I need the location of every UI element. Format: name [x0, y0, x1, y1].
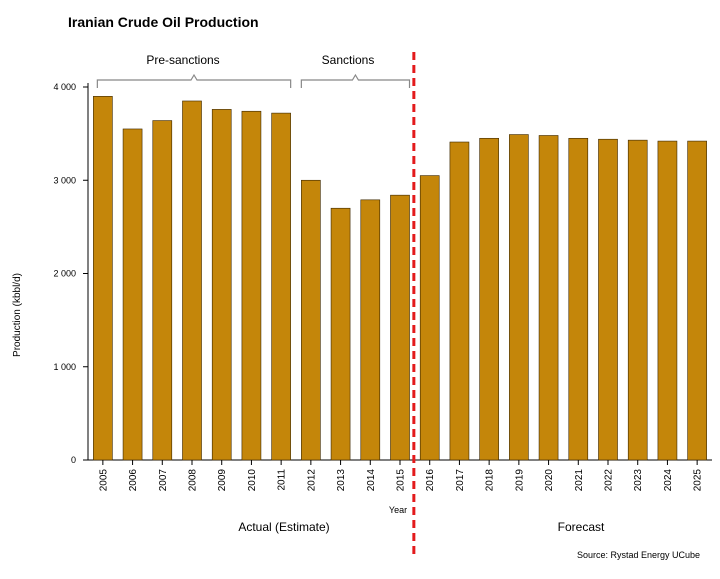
- x-tick-label: 2017: [455, 469, 466, 492]
- x-tick-label: 2015: [396, 469, 407, 492]
- bar-2006: [122, 128, 143, 461]
- x-tick-label: 2025: [693, 469, 704, 492]
- x-tick-label: 2005: [98, 469, 109, 492]
- x-tick-label: 2008: [188, 469, 199, 492]
- y-tick-label: 1 000: [53, 362, 76, 372]
- x-tick-label: 2012: [306, 469, 317, 492]
- y-tick-label: 3 000: [53, 175, 76, 185]
- pre-sanctions-label: Pre-sanctions: [146, 53, 219, 67]
- bar-2011: [271, 112, 291, 461]
- x-axis-label: Year: [389, 505, 407, 515]
- y-tick-label: 4 000: [53, 82, 76, 92]
- y-tick-label: 2 000: [53, 269, 76, 279]
- x-tick-label: 2021: [574, 469, 585, 492]
- bar-2020: [538, 135, 559, 461]
- x-tick-label: 2006: [128, 469, 139, 492]
- x-tick-label: 2019: [514, 469, 525, 492]
- x-tick-label: 2023: [633, 469, 644, 492]
- bar-2009: [211, 109, 232, 461]
- bar-2014: [360, 199, 381, 461]
- bar-2008: [182, 100, 202, 461]
- x-tick-label: 2009: [217, 469, 228, 492]
- x-tick-label: 2010: [247, 469, 258, 492]
- source-note: Source: Rystad Energy UCube: [577, 550, 700, 560]
- sanctions-bracket: [300, 73, 411, 88]
- bar-2013: [330, 207, 351, 461]
- bar-2010: [241, 110, 262, 461]
- bar-2022: [598, 138, 618, 461]
- y-tick-label: 0: [71, 455, 76, 465]
- x-tick-label: 2013: [336, 469, 347, 492]
- x-tick-label: 2024: [663, 469, 674, 492]
- bar-2021: [568, 137, 589, 461]
- x-tick-label: 2007: [158, 469, 169, 492]
- x-tick-label: 2016: [425, 469, 436, 492]
- bar-2015: [390, 194, 410, 461]
- sanctions-label: Sanctions: [322, 53, 375, 67]
- x-tick-label: 2022: [604, 469, 615, 492]
- bar-2024: [657, 140, 678, 461]
- chart-title: Iranian Crude Oil Production: [68, 14, 259, 30]
- x-tick-label: 2011: [277, 469, 288, 491]
- actual-estimate-label: Actual (Estimate): [238, 520, 329, 534]
- pre-sanctions-bracket: [96, 73, 292, 88]
- bar-2005: [93, 96, 113, 461]
- y-axis-label: Production (kbbl/d): [12, 273, 23, 357]
- bar-2007: [152, 120, 173, 461]
- x-tick-label: 2018: [485, 469, 496, 492]
- forecast-label: Forecast: [558, 520, 605, 534]
- bar-2023: [627, 139, 648, 461]
- bar-2016: [419, 175, 440, 461]
- bar-2025: [687, 140, 707, 461]
- bar-2012: [301, 179, 321, 461]
- x-tick-label: 2014: [366, 469, 377, 492]
- bar-2017: [449, 141, 470, 461]
- bar-2019: [509, 134, 529, 461]
- x-tick-label: 2020: [544, 469, 555, 492]
- bar-2018: [479, 137, 499, 461]
